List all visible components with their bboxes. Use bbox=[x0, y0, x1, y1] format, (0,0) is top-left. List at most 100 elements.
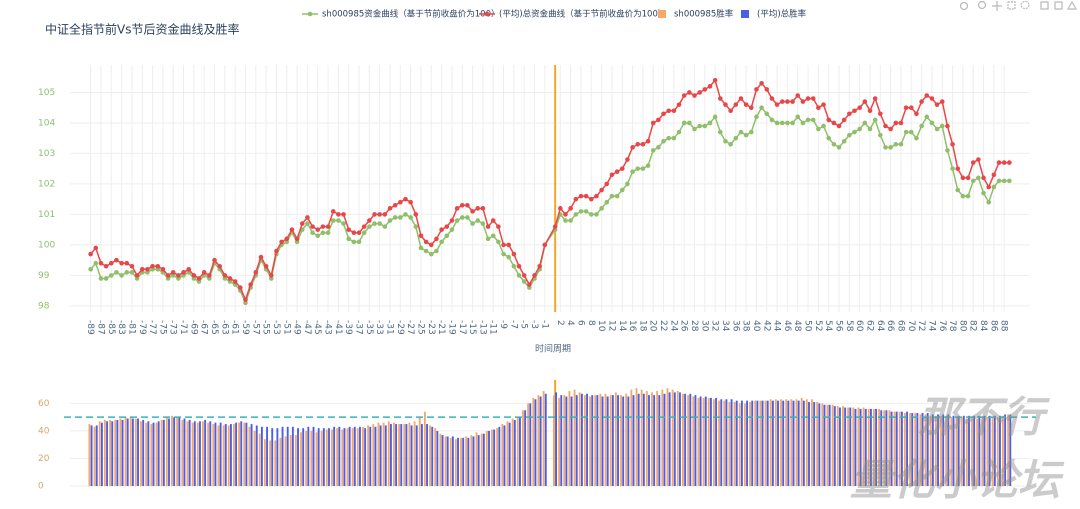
bar bbox=[715, 397, 718, 486]
line-marker bbox=[816, 126, 821, 132]
bar bbox=[219, 422, 222, 486]
line-marker bbox=[428, 242, 434, 248]
lasso-icon[interactable] bbox=[1020, 0, 1030, 10]
bar bbox=[955, 417, 958, 486]
bar bbox=[372, 424, 375, 486]
bar bbox=[682, 393, 684, 486]
x-tick-label: -5 bbox=[519, 320, 529, 329]
line-marker bbox=[480, 221, 486, 226]
x-tick-label: -47 bbox=[302, 320, 312, 335]
bar bbox=[245, 422, 248, 486]
bar bbox=[890, 411, 893, 486]
line-marker bbox=[222, 273, 228, 278]
line-marker bbox=[599, 206, 604, 211]
bar bbox=[826, 404, 829, 486]
bar bbox=[743, 403, 746, 486]
line-marker bbox=[129, 263, 135, 269]
bar bbox=[322, 428, 325, 486]
line-marker bbox=[635, 166, 641, 171]
bar bbox=[666, 388, 669, 486]
line-marker bbox=[960, 193, 966, 199]
bar bbox=[253, 430, 256, 486]
y-tick-label: 101 bbox=[38, 210, 55, 220]
line-marker bbox=[511, 263, 517, 269]
bar bbox=[780, 399, 782, 486]
line-marker bbox=[201, 270, 207, 275]
line-marker bbox=[459, 215, 465, 220]
bar bbox=[351, 428, 354, 486]
line-marker bbox=[764, 87, 770, 92]
x-tick-label: -35 bbox=[364, 320, 374, 335]
zoom-icon[interactable] bbox=[977, 0, 987, 10]
bar bbox=[446, 436, 449, 486]
bar bbox=[950, 417, 953, 486]
bar bbox=[842, 406, 844, 486]
line-marker bbox=[661, 111, 666, 117]
line-marker bbox=[924, 114, 930, 120]
bar bbox=[95, 425, 98, 486]
bar bbox=[519, 417, 521, 486]
line-marker bbox=[108, 273, 114, 278]
line-marker bbox=[976, 175, 981, 181]
bar bbox=[320, 430, 323, 486]
bar bbox=[271, 428, 274, 486]
bar bbox=[934, 415, 937, 486]
zoom-out-icon[interactable] bbox=[1054, 1, 1063, 10]
zoom-in-icon[interactable] bbox=[1040, 1, 1049, 10]
bar bbox=[906, 411, 908, 486]
bar bbox=[98, 421, 101, 486]
bar bbox=[712, 399, 715, 486]
bar bbox=[878, 408, 881, 486]
line-marker bbox=[666, 108, 672, 114]
bar bbox=[929, 415, 932, 486]
line-marker bbox=[748, 129, 754, 135]
bar bbox=[777, 400, 779, 486]
line-marker bbox=[857, 105, 862, 110]
line-marker bbox=[883, 123, 888, 129]
bar bbox=[976, 418, 979, 486]
bar bbox=[730, 399, 733, 486]
bar bbox=[333, 426, 336, 486]
camera-icon[interactable] bbox=[959, 1, 969, 11]
line-marker bbox=[991, 184, 997, 190]
x-tick-label: 22 bbox=[658, 320, 668, 331]
bar bbox=[689, 393, 692, 486]
line-marker bbox=[965, 175, 971, 181]
bar bbox=[279, 437, 282, 486]
x-tick-label: -19 bbox=[446, 320, 456, 335]
modebar[interactable] bbox=[959, 0, 1078, 11]
bar bbox=[379, 425, 382, 486]
x-tick-label: 82 bbox=[968, 320, 978, 331]
line-marker bbox=[929, 120, 935, 126]
bar bbox=[460, 437, 462, 486]
x-tick-label: 68 bbox=[895, 320, 905, 332]
watermark: 量化小论坛 bbox=[850, 456, 1065, 505]
x-tick-label: 34 bbox=[720, 320, 730, 332]
bar bbox=[491, 429, 493, 486]
line-marker bbox=[862, 120, 868, 126]
bar bbox=[542, 391, 545, 486]
pan-icon[interactable] bbox=[992, 1, 1002, 11]
line-marker bbox=[408, 215, 413, 220]
bar bbox=[986, 417, 989, 486]
line-marker bbox=[258, 254, 264, 260]
line-marker bbox=[810, 117, 816, 123]
bar bbox=[648, 395, 650, 486]
line-marker bbox=[305, 215, 310, 220]
line-marker bbox=[336, 218, 341, 223]
select-icon[interactable] bbox=[1007, 1, 1016, 10]
bar bbox=[864, 408, 867, 486]
line-marker bbox=[604, 181, 610, 187]
line-marker bbox=[563, 212, 568, 217]
bar bbox=[965, 418, 968, 486]
autoscale-icon[interactable] bbox=[1066, 0, 1078, 10]
line-marker bbox=[878, 132, 883, 138]
bar bbox=[377, 422, 380, 486]
line-marker bbox=[939, 123, 945, 129]
line-marker bbox=[351, 239, 357, 245]
line-marker bbox=[769, 117, 775, 123]
y-tick-label: 40 bbox=[38, 426, 50, 436]
bar bbox=[124, 417, 127, 486]
bar bbox=[591, 395, 594, 486]
line-marker bbox=[320, 230, 326, 236]
